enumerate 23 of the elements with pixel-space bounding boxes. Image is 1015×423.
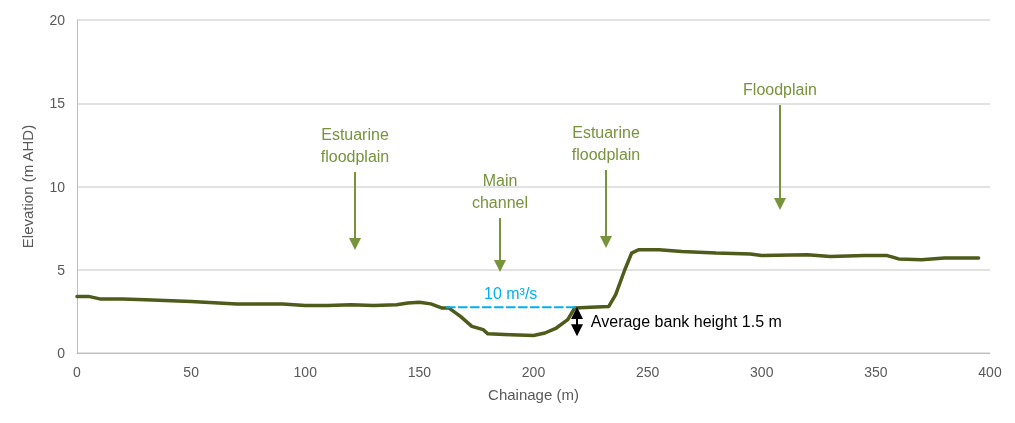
x-axis-title: Chainage (m) [488, 386, 579, 403]
x-tick-label: 350 [864, 364, 888, 380]
x-tick-label: 0 [73, 364, 82, 380]
annotation: Estuarine floodplain [319, 125, 391, 167]
y-tick-label: 15 [49, 95, 66, 112]
y-tick-label: 10 [49, 178, 66, 195]
annotation: 10 m³/s [484, 284, 538, 305]
y-tick-label: 20 [49, 12, 66, 28]
annotation: Estuarine floodplain [570, 123, 642, 165]
x-tick-label: 150 [407, 364, 432, 380]
annotation: Average bank height 1.5 m [590, 311, 782, 332]
x-tick-label: 400 [978, 364, 1002, 380]
line-series [75, 248, 981, 338]
y-axis-title: Elevation (m AHD) [19, 124, 36, 249]
annotation: Floodplain [742, 80, 818, 100]
y-tick-label: 0 [57, 345, 66, 361]
x-tick-label: 250 [635, 364, 660, 380]
y-tick-label: 5 [57, 261, 66, 278]
x-tick-label: 200 [521, 364, 546, 380]
x-tick-label: 300 [750, 364, 774, 380]
x-tick-label: 100 [293, 364, 318, 380]
x-tick-label: 50 [183, 364, 200, 380]
annotation: Main channel [470, 171, 529, 213]
